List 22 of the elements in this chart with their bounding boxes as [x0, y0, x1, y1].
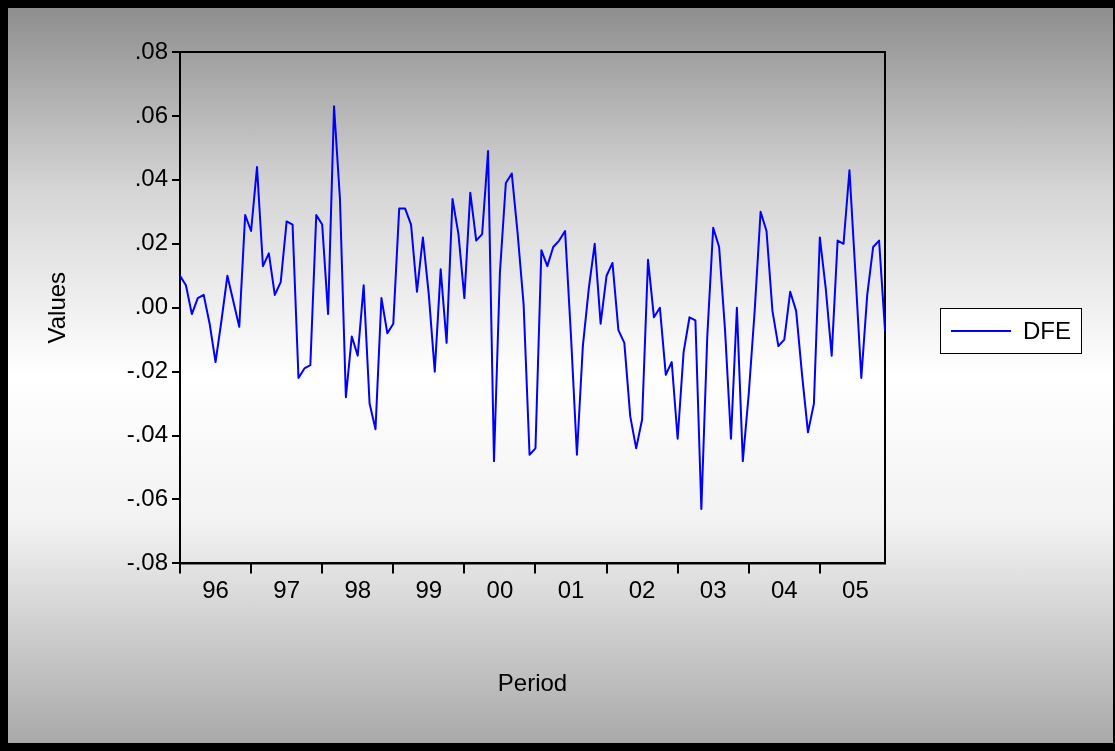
- y-tick-label: .00: [134, 292, 168, 320]
- x-tick-label: 00: [486, 576, 514, 604]
- x-tick-label: 97: [273, 576, 300, 604]
- y-tick-label: -.06: [126, 484, 168, 512]
- y-tick-label: -.08: [126, 548, 168, 576]
- x-tick-label: 03: [699, 576, 727, 604]
- x-axis-title: Period: [497, 669, 568, 697]
- x-tick-label: 04: [770, 576, 798, 604]
- y-axis-title: Values: [43, 271, 71, 344]
- y-tick-label: -.04: [126, 420, 168, 448]
- x-tick-label: 05: [842, 576, 869, 604]
- x-tick-label: 96: [202, 576, 229, 604]
- y-tick-label: .04: [134, 164, 168, 192]
- legend-label: DFE: [1023, 317, 1071, 345]
- y-tick-label: .06: [134, 100, 168, 128]
- y-tick-label: .02: [134, 228, 168, 256]
- y-tick-label: .08: [134, 36, 168, 64]
- x-tick-label: 02: [628, 576, 656, 604]
- y-tick-label: -.02: [126, 356, 168, 384]
- x-tick-label: 01: [557, 576, 585, 604]
- x-tick-label: 99: [415, 576, 443, 604]
- x-tick-label: 98: [344, 576, 372, 604]
